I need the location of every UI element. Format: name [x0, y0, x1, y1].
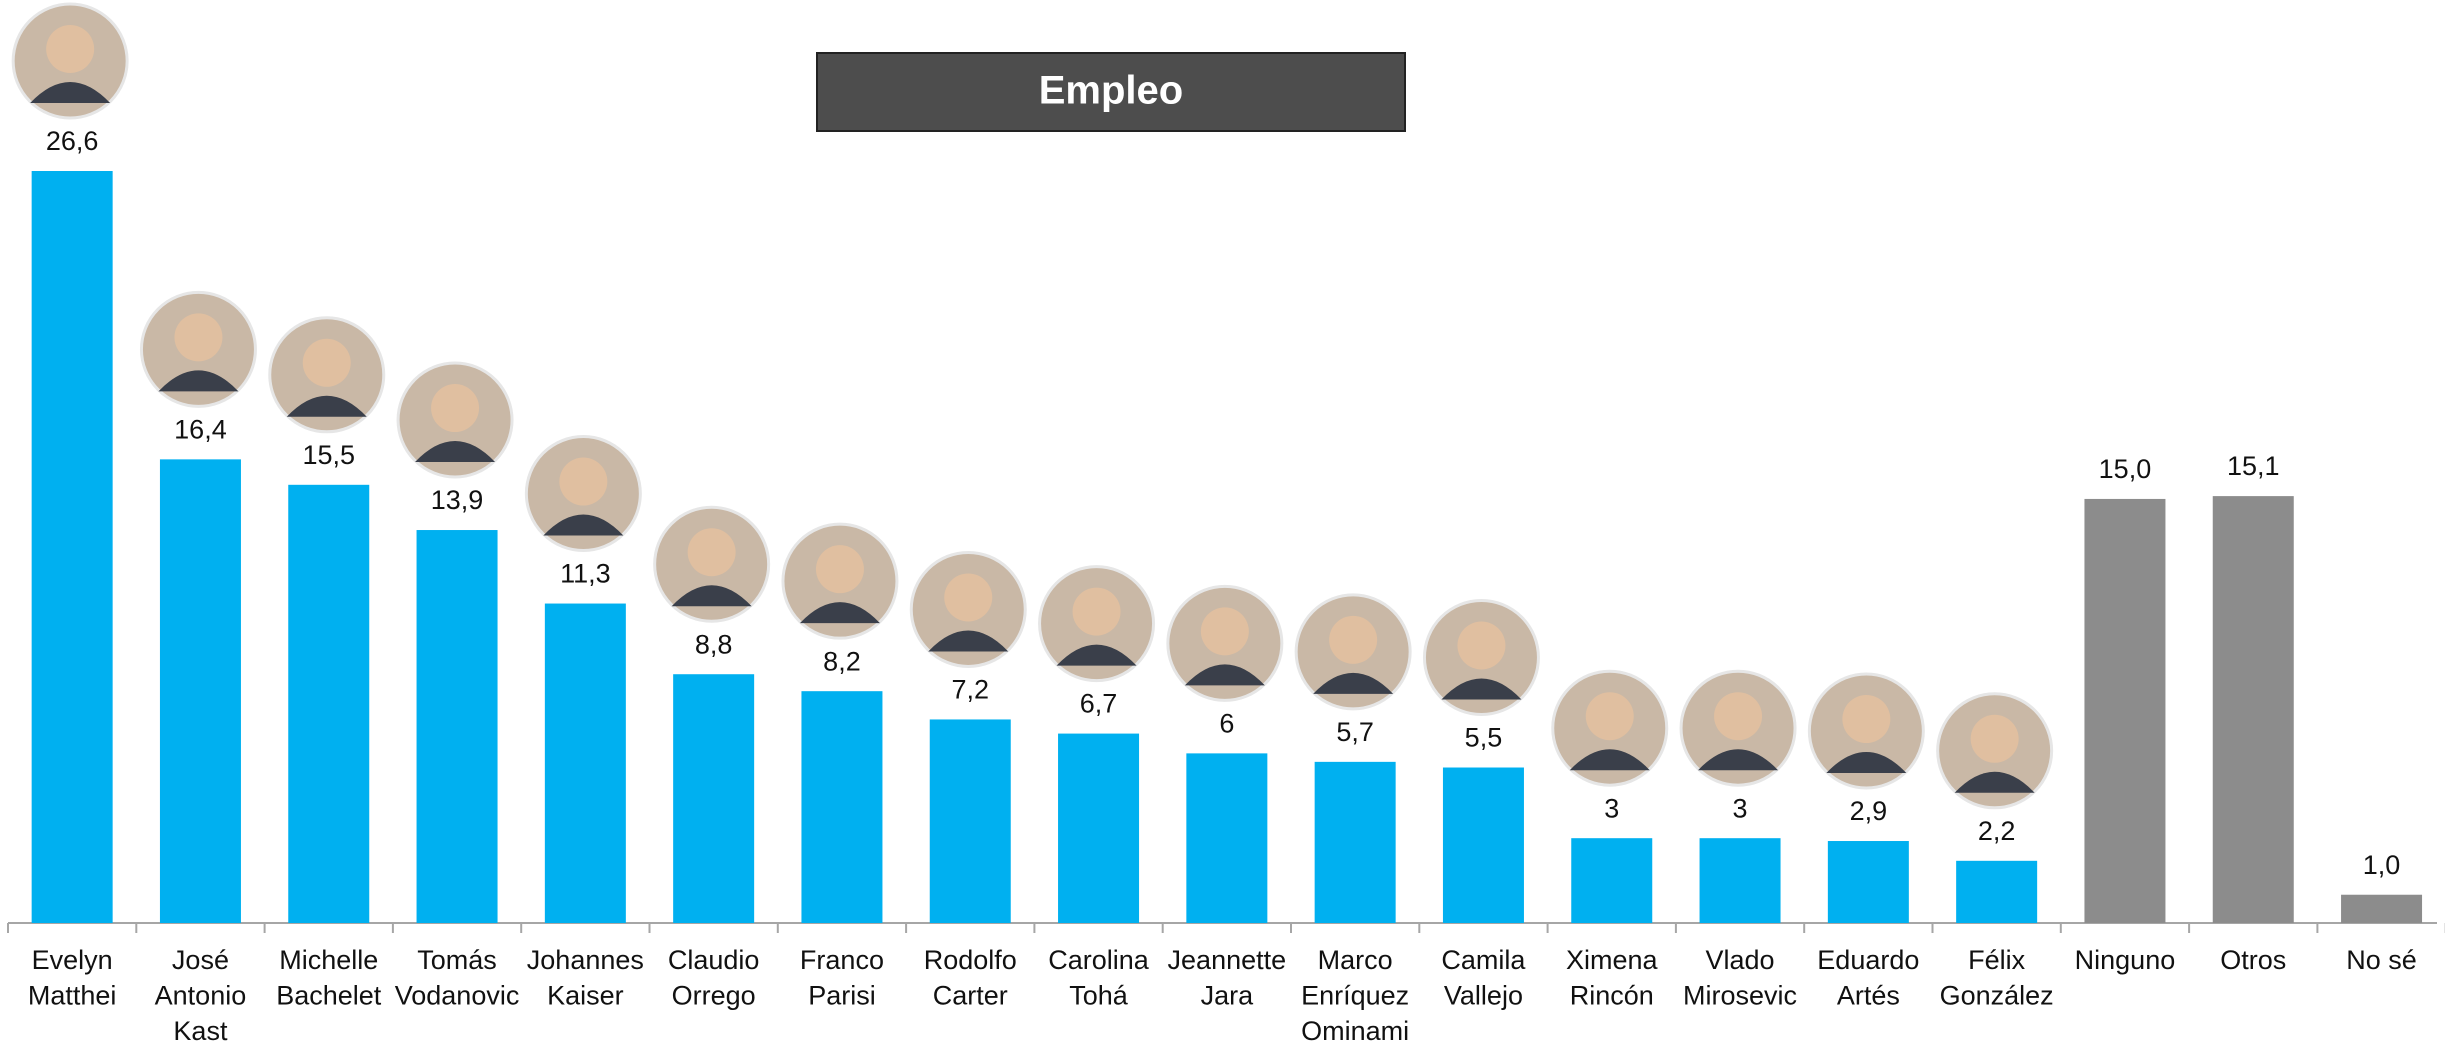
x-tick-label: Antonio — [155, 981, 247, 1011]
x-tick-label: Ninguno — [2075, 945, 2176, 975]
x-tick-label: Eduardo — [1817, 945, 1919, 975]
x-tick-label: Vodanovic — [395, 981, 520, 1011]
value-label: 15,1 — [2227, 451, 2280, 481]
value-label: 13,9 — [431, 485, 484, 515]
x-tick-label: Evelyn — [32, 945, 113, 975]
value-label: 26,6 — [46, 126, 99, 156]
bar — [2213, 496, 2294, 923]
x-tick-label: Ominami — [1301, 1016, 1409, 1042]
value-label: 6,7 — [1080, 689, 1118, 719]
bar — [930, 719, 1011, 923]
value-label: 5,7 — [1336, 717, 1374, 747]
bar — [1956, 861, 2037, 923]
bar — [545, 604, 626, 923]
bar — [801, 691, 882, 923]
value-label: 6 — [1219, 709, 1234, 739]
photo-face — [1201, 607, 1249, 655]
value-label: 16,4 — [174, 414, 227, 444]
value-label: 3 — [1604, 793, 1619, 823]
x-tick-label: Johannes — [527, 945, 644, 975]
bar — [1186, 753, 1267, 923]
photo-face — [1329, 616, 1377, 664]
x-tick-label: No sé — [2346, 945, 2417, 975]
bar — [1700, 838, 1781, 923]
photo-face — [1842, 695, 1890, 743]
bar — [1315, 762, 1396, 923]
x-tick-label: Rodolfo — [924, 945, 1017, 975]
x-tick-label: Franco — [800, 945, 884, 975]
x-tick-label: Jara — [1201, 981, 1255, 1011]
x-tick-label: Marco — [1318, 945, 1393, 975]
x-tick-label: Vallejo — [1444, 981, 1523, 1011]
bar — [417, 530, 498, 923]
photo-face — [1457, 622, 1505, 670]
bar — [32, 171, 113, 923]
photo-face — [1714, 692, 1762, 740]
photo-face — [431, 384, 479, 432]
photo-face — [1586, 692, 1634, 740]
x-tick-label: Otros — [2220, 945, 2286, 975]
x-tick-label: Jeannette — [1168, 945, 1287, 975]
x-tick-label: Vlado — [1706, 945, 1775, 975]
photo-face — [46, 25, 94, 73]
x-tick-label: Parisi — [808, 981, 876, 1011]
chart: Empleo 26,6 Evelyn Matthei 16,4 José Antonio K… — [0, 0, 2445, 1042]
photo-face — [303, 339, 351, 387]
x-tick-label: Kaiser — [547, 981, 624, 1011]
x-tick-label: Carter — [933, 981, 1008, 1011]
photo-face — [1073, 588, 1121, 636]
bar — [160, 459, 241, 923]
x-tick-label: José — [172, 945, 229, 975]
x-tick-label: Kast — [173, 1016, 228, 1042]
value-label: 7,2 — [951, 675, 989, 705]
x-tick-label: Tohá — [1069, 981, 1129, 1011]
x-tick-label: González — [1940, 981, 2054, 1011]
x-tick-label: Claudio — [668, 945, 760, 975]
x-tick-label: Bachelet — [276, 981, 382, 1011]
chart-title: Empleo — [1039, 69, 1183, 113]
photo-face — [559, 458, 607, 506]
value-label: 1,0 — [2363, 850, 2401, 880]
photo-face — [816, 545, 864, 593]
bar — [1443, 768, 1524, 923]
value-label: 8,8 — [695, 629, 733, 659]
value-label: 11,3 — [560, 559, 611, 589]
photo-face — [944, 573, 992, 621]
photo-face — [688, 528, 736, 576]
x-tick-label: Camila — [1441, 945, 1526, 975]
bar — [2084, 499, 2165, 923]
x-tick-label: Enríquez — [1301, 981, 1409, 1011]
x-tick-label: Matthei — [28, 981, 117, 1011]
value-label: 8,2 — [823, 646, 861, 676]
value-label: 5,5 — [1465, 723, 1503, 753]
photo-face — [1971, 715, 2019, 763]
value-label: 2,9 — [1850, 796, 1888, 826]
bar — [1058, 734, 1139, 923]
x-tick-label: Carolina — [1048, 945, 1150, 975]
x-tick-label: Ximena — [1566, 945, 1659, 975]
x-tick-label: Orrego — [672, 981, 756, 1011]
x-tick-label: Félix — [1968, 945, 2026, 975]
value-label: 15,0 — [2099, 454, 2152, 484]
x-tick-label: Michelle — [279, 945, 378, 975]
bar — [1828, 841, 1909, 923]
value-label: 2,2 — [1978, 816, 2016, 846]
bar — [288, 485, 369, 923]
bar — [673, 674, 754, 923]
x-tick-label: Mirosevic — [1683, 981, 1797, 1011]
x-tick-label: Artés — [1837, 981, 1900, 1011]
bar — [2341, 895, 2422, 923]
bar — [1571, 838, 1652, 923]
photo-face — [174, 313, 222, 361]
x-tick-label: Tomás — [417, 945, 497, 975]
value-label: 15,5 — [302, 440, 355, 470]
x-tick-label: Rincón — [1570, 981, 1654, 1011]
value-label: 3 — [1733, 793, 1748, 823]
